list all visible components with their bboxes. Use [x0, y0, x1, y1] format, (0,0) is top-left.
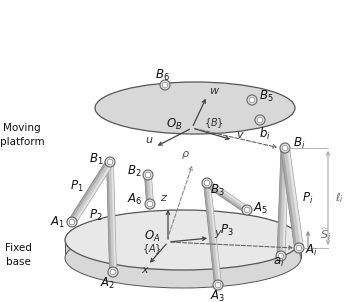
Ellipse shape: [65, 228, 301, 288]
Polygon shape: [205, 184, 246, 213]
Polygon shape: [204, 183, 217, 285]
Polygon shape: [277, 148, 289, 256]
Text: $u$: $u$: [145, 135, 153, 145]
Circle shape: [110, 269, 116, 275]
Circle shape: [280, 143, 290, 153]
Circle shape: [249, 97, 255, 103]
Polygon shape: [281, 148, 297, 249]
Circle shape: [294, 243, 304, 253]
Circle shape: [276, 251, 286, 261]
Polygon shape: [68, 160, 114, 224]
Text: $A_3$: $A_3$: [211, 288, 226, 302]
Text: $P_1$: $P_1$: [70, 178, 84, 194]
Text: $B_i$: $B_i$: [293, 136, 305, 151]
Polygon shape: [208, 180, 249, 209]
Ellipse shape: [95, 82, 295, 134]
Polygon shape: [65, 240, 301, 258]
Circle shape: [145, 172, 151, 178]
Circle shape: [278, 253, 284, 259]
Polygon shape: [68, 160, 109, 221]
Circle shape: [204, 180, 210, 186]
Circle shape: [257, 117, 263, 123]
Polygon shape: [149, 175, 153, 204]
Text: $v$: $v$: [236, 130, 244, 140]
Circle shape: [107, 159, 113, 165]
Circle shape: [147, 201, 153, 207]
Text: $B_6$: $B_6$: [154, 67, 169, 82]
Circle shape: [242, 205, 252, 215]
Circle shape: [215, 282, 221, 288]
Text: Fixed
base: Fixed base: [4, 243, 31, 267]
Text: $O_B$: $O_B$: [166, 117, 182, 132]
Polygon shape: [107, 162, 117, 272]
Circle shape: [282, 145, 288, 151]
Text: $B_1$: $B_1$: [89, 151, 103, 166]
Text: $a_i$: $a_i$: [273, 255, 285, 268]
Polygon shape: [205, 180, 249, 213]
Text: $O_A$: $O_A$: [144, 228, 160, 243]
Polygon shape: [144, 175, 149, 204]
Text: $A_5$: $A_5$: [254, 201, 269, 216]
Text: Moving
platform: Moving platform: [0, 124, 44, 146]
Polygon shape: [73, 163, 114, 224]
Text: $A_1$: $A_1$: [51, 214, 66, 230]
Text: $P_2$: $P_2$: [89, 207, 102, 223]
Text: $P_3$: $P_3$: [220, 223, 233, 238]
Text: $A_2$: $A_2$: [100, 275, 116, 291]
Text: $B_2$: $B_2$: [127, 163, 141, 178]
Circle shape: [105, 157, 115, 167]
Polygon shape: [281, 147, 303, 249]
Circle shape: [202, 178, 212, 188]
Ellipse shape: [65, 210, 301, 270]
Text: $\{B\}$: $\{B\}$: [204, 116, 224, 130]
Circle shape: [244, 207, 250, 213]
Text: $B_5$: $B_5$: [259, 88, 273, 104]
Text: $P_i$: $P_i$: [302, 191, 314, 206]
Text: $\rho$: $\rho$: [181, 149, 190, 161]
Circle shape: [145, 199, 155, 209]
Text: $b_i$: $b_i$: [259, 126, 271, 142]
Text: $z$: $z$: [160, 193, 168, 203]
Polygon shape: [144, 175, 153, 204]
Polygon shape: [111, 162, 117, 272]
Text: $w$: $w$: [209, 86, 221, 96]
Text: $x$: $x$: [140, 265, 150, 275]
Text: $A_6$: $A_6$: [127, 191, 143, 207]
Polygon shape: [204, 183, 222, 285]
Polygon shape: [208, 183, 222, 285]
Polygon shape: [277, 148, 283, 256]
Polygon shape: [282, 148, 289, 256]
Text: $y$: $y$: [214, 228, 223, 240]
Circle shape: [108, 267, 118, 277]
Circle shape: [296, 245, 302, 251]
Circle shape: [213, 280, 223, 290]
Text: $\ell_i$: $\ell_i$: [335, 191, 344, 205]
Circle shape: [255, 115, 265, 125]
Circle shape: [160, 80, 170, 90]
Circle shape: [247, 95, 257, 105]
Text: $A_i$: $A_i$: [304, 243, 318, 258]
Polygon shape: [287, 147, 303, 248]
Polygon shape: [107, 162, 111, 272]
Circle shape: [67, 217, 77, 227]
Text: $\widehat{S}_i$: $\widehat{S}_i$: [320, 226, 331, 243]
Circle shape: [143, 170, 153, 180]
Text: $B_3$: $B_3$: [210, 182, 224, 198]
Circle shape: [162, 82, 168, 88]
Circle shape: [69, 219, 75, 225]
Text: $\{A\}$: $\{A\}$: [142, 242, 162, 256]
